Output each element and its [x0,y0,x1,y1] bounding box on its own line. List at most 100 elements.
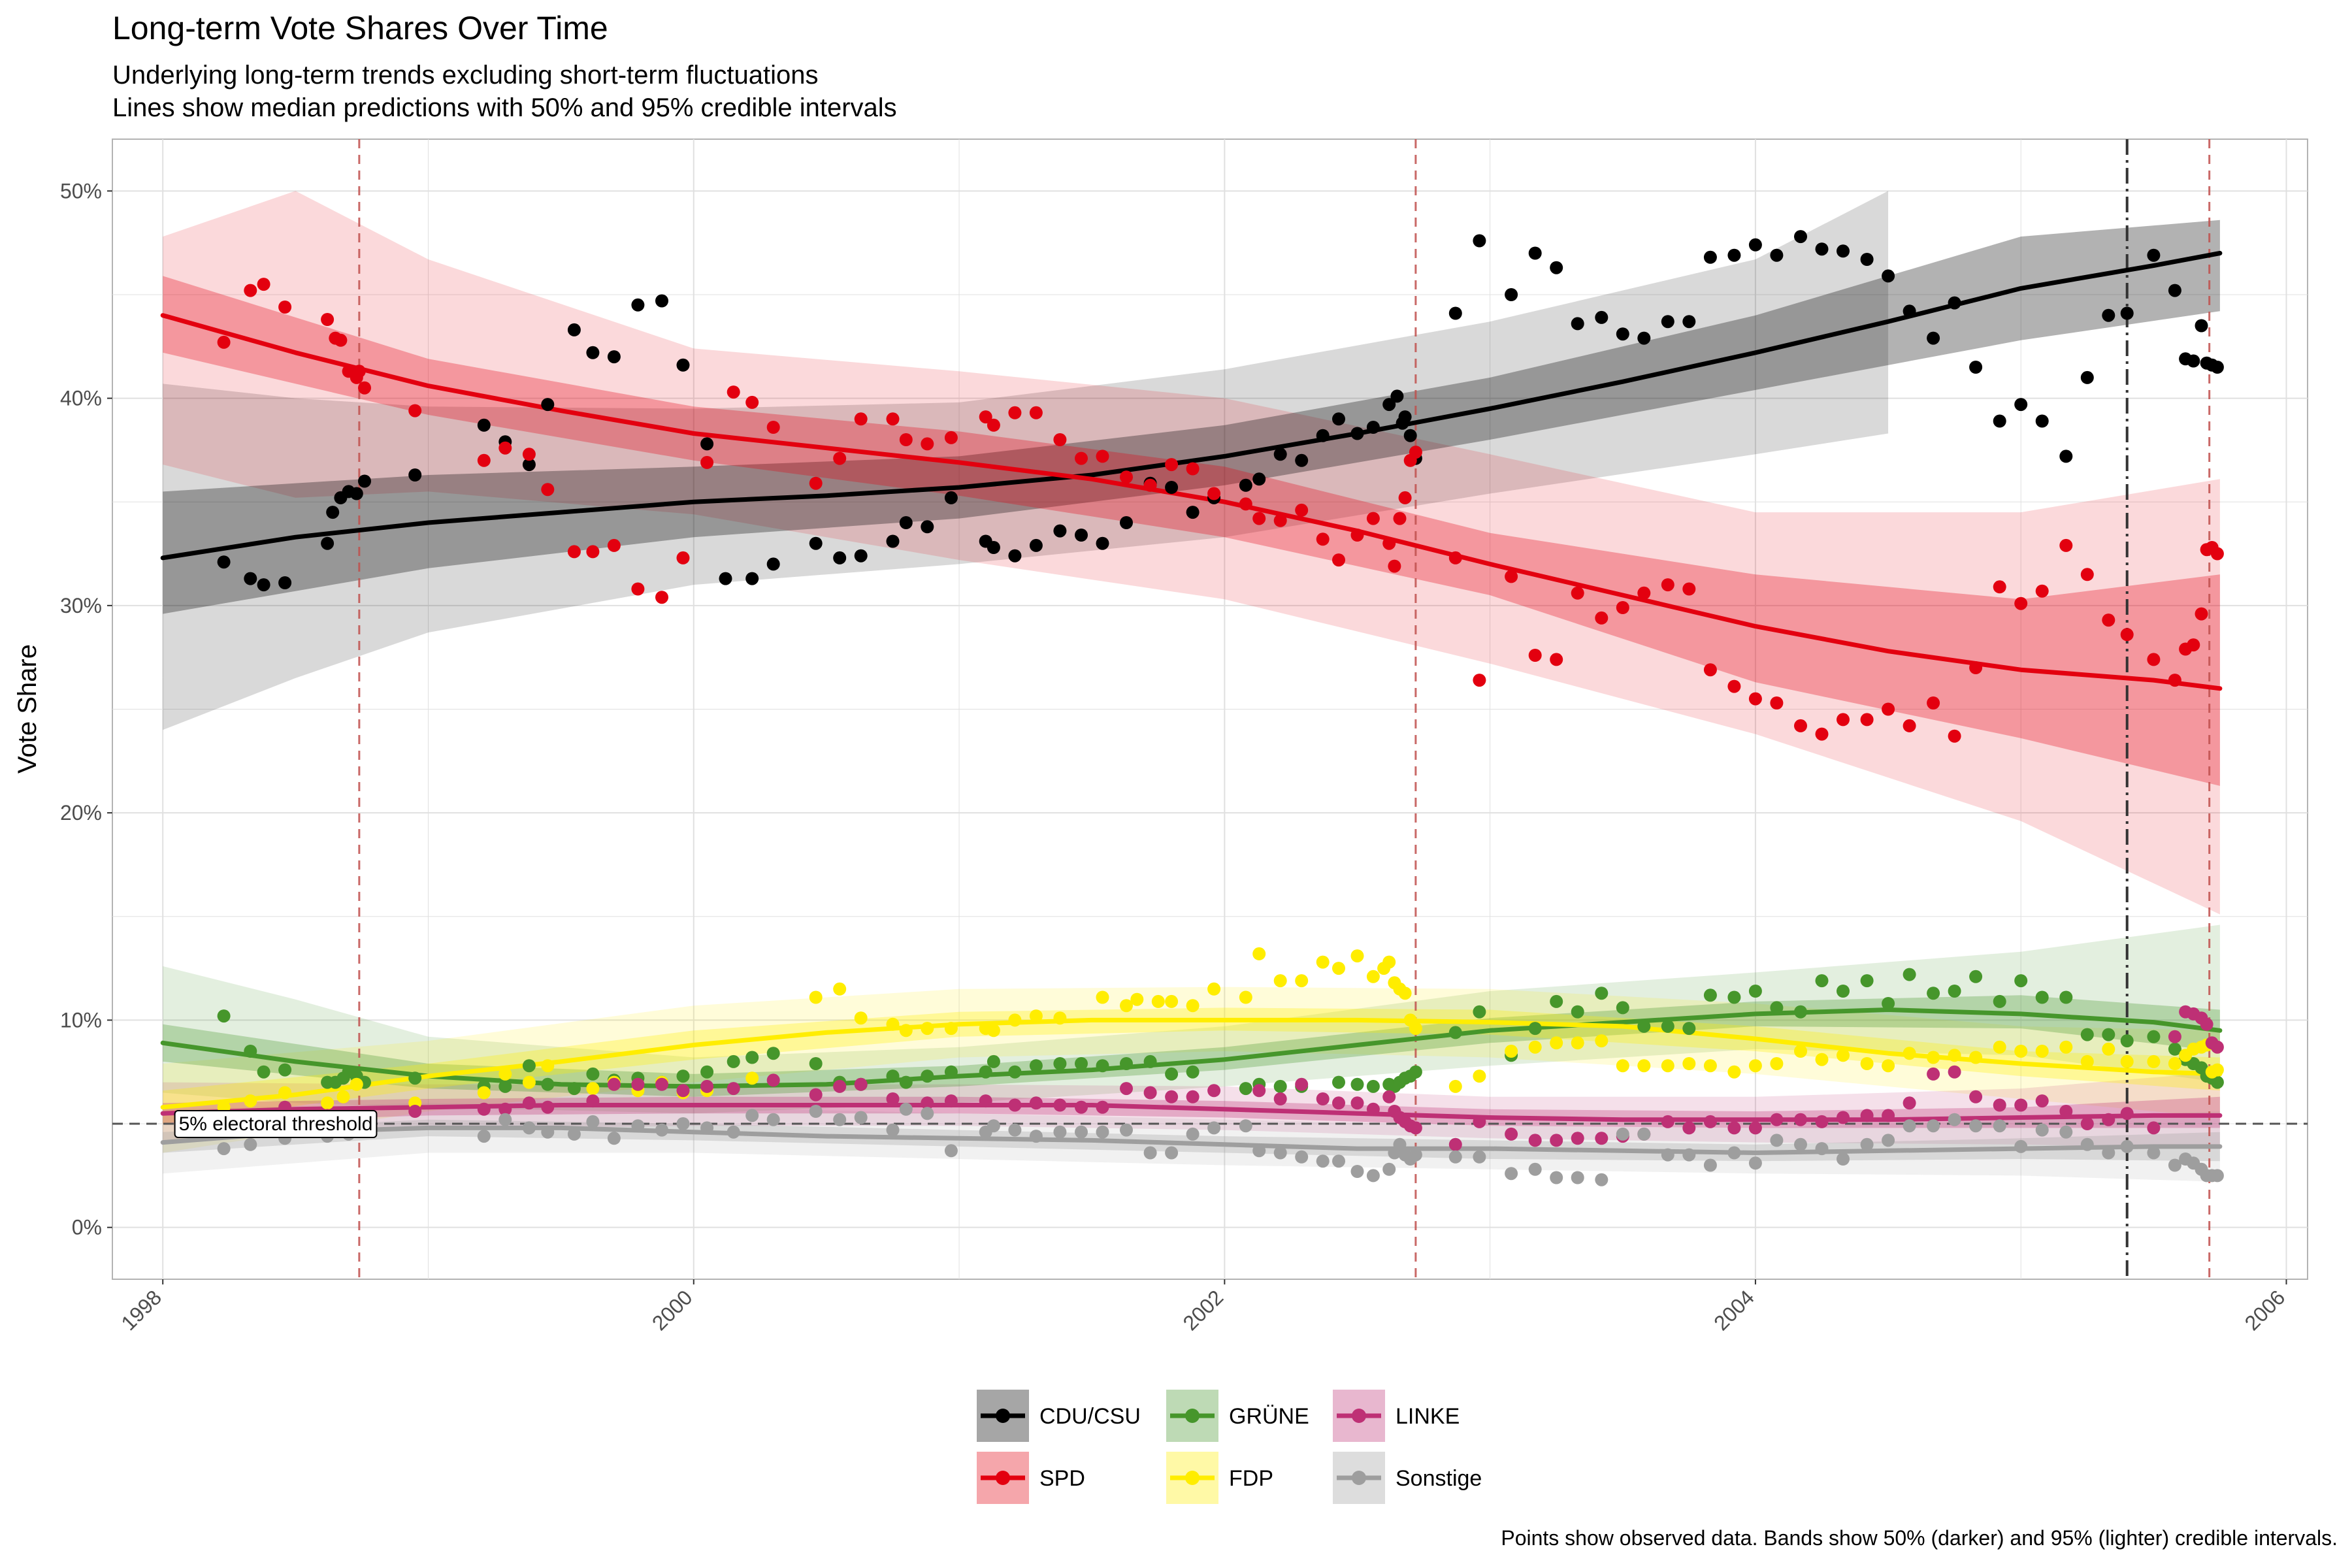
data-point-gruene [1815,974,1829,988]
data-point-spd [1727,679,1741,693]
data-point-linke [1143,1086,1157,1100]
data-point-sonstige [1927,1119,1940,1133]
data-point-cdu-csu [886,534,900,548]
data-point-cdu-csu [1927,331,1940,345]
data-point-fdp [833,982,847,996]
data-point-fdp [1727,1065,1741,1079]
legend-label: Sonstige [1396,1466,1482,1491]
data-point-linke [1473,1115,1486,1128]
data-point-gruene [1528,1022,1542,1036]
data-point-spd [321,313,335,326]
data-point-fdp [2168,1057,2181,1070]
data-point-fdp [1409,1022,1422,1036]
data-point-fdp [2102,1042,2115,1056]
data-point-spd [1398,491,1412,504]
data-point-gruene [1993,994,2006,1008]
data-point-fdp [745,1071,759,1085]
data-point-spd [1473,674,1486,687]
data-point-spd [1703,663,1717,677]
data-point-sonstige [1143,1146,1157,1160]
y-axis-title: Vote Share [13,644,42,774]
data-point-gruene [944,1065,958,1079]
legend-label: GRÜNE [1229,1404,1309,1429]
data-point-gruene [700,1065,714,1079]
data-point-fdp [522,1075,536,1089]
data-point-spd [727,385,740,399]
data-point-sonstige [1295,1150,1309,1164]
data-point-gruene [1860,974,1874,988]
data-point-cdu-csu [1637,331,1651,345]
data-point-sonstige [1528,1162,1542,1176]
data-point-linke [1409,1121,1422,1135]
data-point-spd [1207,487,1221,500]
data-point-sonstige [899,1102,913,1116]
data-point-sonstige [244,1137,257,1151]
data-point-gruene [522,1059,536,1073]
data-point-fdp [1207,982,1221,996]
data-point-sonstige [2059,1125,2073,1139]
data-point-gruene [1143,1054,1157,1068]
data-point-fdp [921,1022,934,1036]
grid-lines [112,139,2308,1279]
data-point-cdu-csu [1096,536,1109,550]
data-point-gruene [886,1070,900,1083]
data-point-sonstige [1393,1137,1407,1151]
band95-fdp [163,987,2220,1153]
data-point-gruene [1008,1065,1022,1079]
legend-label: SPD [1039,1466,1085,1491]
data-point-fdp [899,1024,913,1037]
data-point-fdp [2080,1054,2094,1068]
data-point-gruene [745,1051,759,1064]
data-point-spd [2210,547,2224,561]
data-point-sonstige [1727,1146,1741,1160]
data-point-cdu-csu [1882,269,1895,283]
data-point-cdu-csu [1165,481,1179,494]
data-point-cdu-csu [278,576,292,589]
trend-line-sonstige [160,1125,2223,1155]
data-point-cdu-csu [1239,478,1252,492]
data-point-cdu-csu [1366,421,1380,434]
data-point-gruene [2080,1028,2094,1041]
data-point-linke [1207,1084,1221,1098]
data-point-spd [498,441,512,455]
data-point-gruene [1120,1057,1133,1070]
data-point-cdu-csu [1903,304,1916,318]
data-point-linke [1029,1096,1043,1110]
data-point-sonstige [1550,1171,1563,1184]
data-point-cdu-csu [1860,253,1874,266]
data-point-cdu-csu [1053,524,1067,538]
data-point-fdp [1053,1011,1067,1025]
data-point-fdp [278,1086,292,1100]
data-point-linke [2102,1113,2115,1126]
data-point-sonstige [2210,1169,2224,1183]
data-point-sonstige [700,1121,714,1135]
chart-title: Long-term Vote Shares Over Time [112,10,608,46]
data-point-spd [2035,584,2049,598]
x-tick-label: 1998 [116,1285,166,1335]
data-point-spd [352,365,366,378]
data-point-gruene [1703,988,1717,1002]
data-point-fdp [1273,974,1287,988]
data-point-fdp [1860,1057,1874,1070]
data-point-spd [1616,601,1629,614]
data-point-gruene [541,1077,555,1091]
data-point-cdu-csu [1770,248,1784,262]
data-point-fdp [1682,1057,1696,1070]
y-tick-label: 40% [60,387,102,410]
data-point-gruene [899,1075,913,1089]
data-point-cdu-csu [1595,310,1609,324]
data-point-fdp [498,1067,512,1081]
data-point-cdu-csu [2147,248,2161,262]
data-point-cdu-csu [1295,453,1309,467]
data-point-sonstige [586,1115,600,1128]
data-point-sonstige [1382,1162,1396,1176]
data-point-spd [1053,433,1067,446]
data-point-cdu-csu [1661,315,1674,329]
data-point-spd [1571,586,1584,600]
data-point-cdu-csu [350,487,363,500]
data-point-fdp [1703,1059,1717,1073]
data-point-sonstige [1993,1119,2006,1133]
data-point-spd [921,437,934,451]
data-point-sonstige [1703,1158,1717,1172]
